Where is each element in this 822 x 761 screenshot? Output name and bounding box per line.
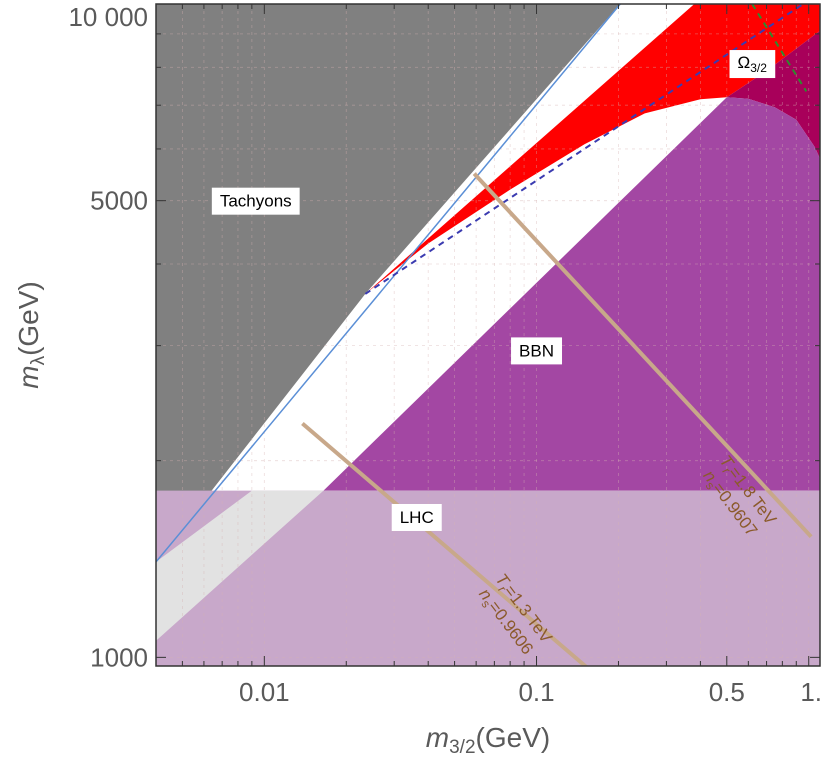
omega-annotation: Ω3/2	[729, 50, 776, 79]
x-tick-label: 0.1	[518, 677, 554, 707]
plot-area	[156, 4, 820, 666]
region-excluded	[365, 4, 820, 294]
region-label-bbn: BBN	[511, 337, 563, 365]
y-axis-title: mλ(GeV)	[13, 281, 49, 389]
svg-text:Ω3/2: Ω3/2	[738, 53, 768, 75]
svg-text:BBN: BBN	[519, 341, 554, 360]
svg-text:LHC: LHC	[400, 508, 434, 527]
y-tick-label: 10 000	[68, 2, 148, 32]
plot-frame	[155, 3, 821, 667]
x-tick-label: 0.5	[709, 677, 745, 707]
line-tr13	[301, 421, 589, 666]
region-lhc	[156, 490, 820, 666]
region-lhc-light	[156, 490, 324, 641]
x-tick-label: 0.01	[239, 677, 290, 707]
region-overlap	[726, 30, 820, 159]
svg-text:Tachyons: Tachyons	[220, 192, 292, 211]
ticks-layer: 0.01 0.1 0.5 1. 1000 5000 10 000	[68, 2, 822, 707]
tachyon-boundary-line	[156, 4, 621, 563]
region-bbn	[323, 97, 820, 491]
y-tick-label: 1000	[90, 642, 148, 672]
line-tr18	[472, 172, 813, 539]
region-label-tachyons: Tachyons	[211, 187, 300, 215]
line-3-2	[364, 4, 806, 295]
y-tick-label: 5000	[90, 186, 148, 216]
region-label-lhc: LHC	[391, 503, 442, 531]
region-tachyons	[156, 4, 621, 562]
lines-layer	[156, 4, 813, 666]
x-axis-title: m3/2(GeV)	[426, 722, 550, 758]
x-tick-label: 1.	[800, 677, 822, 707]
regions-layer	[156, 4, 820, 666]
